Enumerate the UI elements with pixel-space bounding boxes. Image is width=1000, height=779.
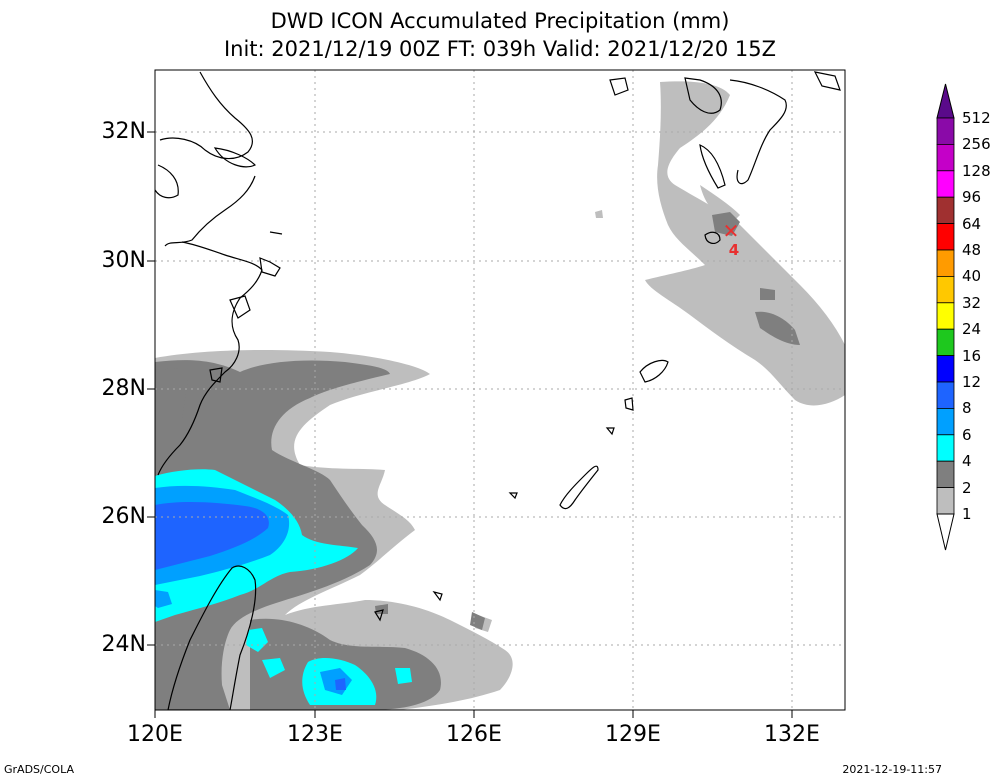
lon-label-126e: 126E	[446, 722, 502, 747]
footer-right: 2021-12-19-11:57	[842, 763, 942, 776]
colorbar-segment	[936, 434, 955, 462]
map-frame	[154, 69, 846, 711]
lat-label-26n: 26N	[101, 504, 146, 529]
colorbar	[936, 83, 955, 551]
colorbar-segment	[936, 487, 955, 515]
colorbar-top-arrow	[936, 83, 955, 119]
colorbar-bottom-arrow	[936, 513, 955, 551]
colorbar-segment	[936, 249, 955, 277]
colorbar-segment	[936, 407, 955, 436]
lat-label-24n: 24N	[101, 632, 146, 657]
colorbar-segment	[936, 328, 955, 357]
colorbar-level-label: 48	[962, 241, 982, 259]
colorbar-level-label: 2	[962, 478, 972, 497]
colorbar-level-label: 16	[962, 346, 982, 365]
lon-label-132e: 132E	[764, 722, 820, 747]
title-line-2: Init: 2021/12/19 00Z FT: 039h Valid: 202…	[223, 37, 777, 61]
colorbar-level-label: 6	[962, 425, 972, 444]
colorbar-segment	[936, 460, 955, 489]
colorbar-level-label: 8	[962, 399, 972, 418]
lat-label-30n: 30N	[101, 248, 146, 273]
colorbar-segment	[936, 223, 955, 251]
graticule	[155, 70, 845, 710]
storm-marker: ✕ 4	[723, 219, 740, 259]
colorbar-level-label: 96	[962, 188, 982, 207]
colorbar-segment	[936, 117, 955, 145]
colorbar-segment	[936, 143, 955, 172]
colorbar-level-label: 64	[962, 214, 982, 233]
colorbar-level-label: 12	[962, 373, 982, 391]
colorbar-level-label: 512	[962, 109, 991, 127]
colorbar-segment	[936, 302, 955, 330]
footer-left: GrADS/COLA	[4, 763, 74, 776]
lon-label-123e: 123E	[287, 722, 343, 747]
marker-number: 4	[729, 241, 739, 259]
colorbar-segment	[936, 355, 955, 383]
colorbar-level-label: 24	[962, 320, 982, 339]
lat-label-32n: 32N	[101, 119, 146, 144]
precip-8mm-areas	[155, 502, 346, 690]
colorbar-level-label: 32	[962, 293, 982, 312]
lat-label-28n: 28N	[101, 376, 146, 401]
colorbar-level-label: 4	[962, 452, 972, 471]
colorbar-segment	[936, 170, 955, 198]
colorbar-level-label: 40	[962, 267, 982, 286]
colorbar-level-label: 1	[962, 505, 972, 523]
title-line-1: DWD ICON Accumulated Precipitation (mm)	[270, 9, 730, 33]
lon-label-129e: 129E	[605, 722, 661, 747]
marker-x-icon: ✕	[723, 219, 740, 243]
colorbar-level-label: 256	[962, 135, 991, 154]
colorbar-segment	[936, 196, 955, 224]
colorbar-segment	[936, 275, 955, 304]
lon-label-120e: 120E	[127, 722, 183, 747]
colorbar-segment	[936, 381, 955, 409]
colorbar-level-label: 128	[962, 161, 991, 180]
coastlines	[155, 71, 841, 710]
